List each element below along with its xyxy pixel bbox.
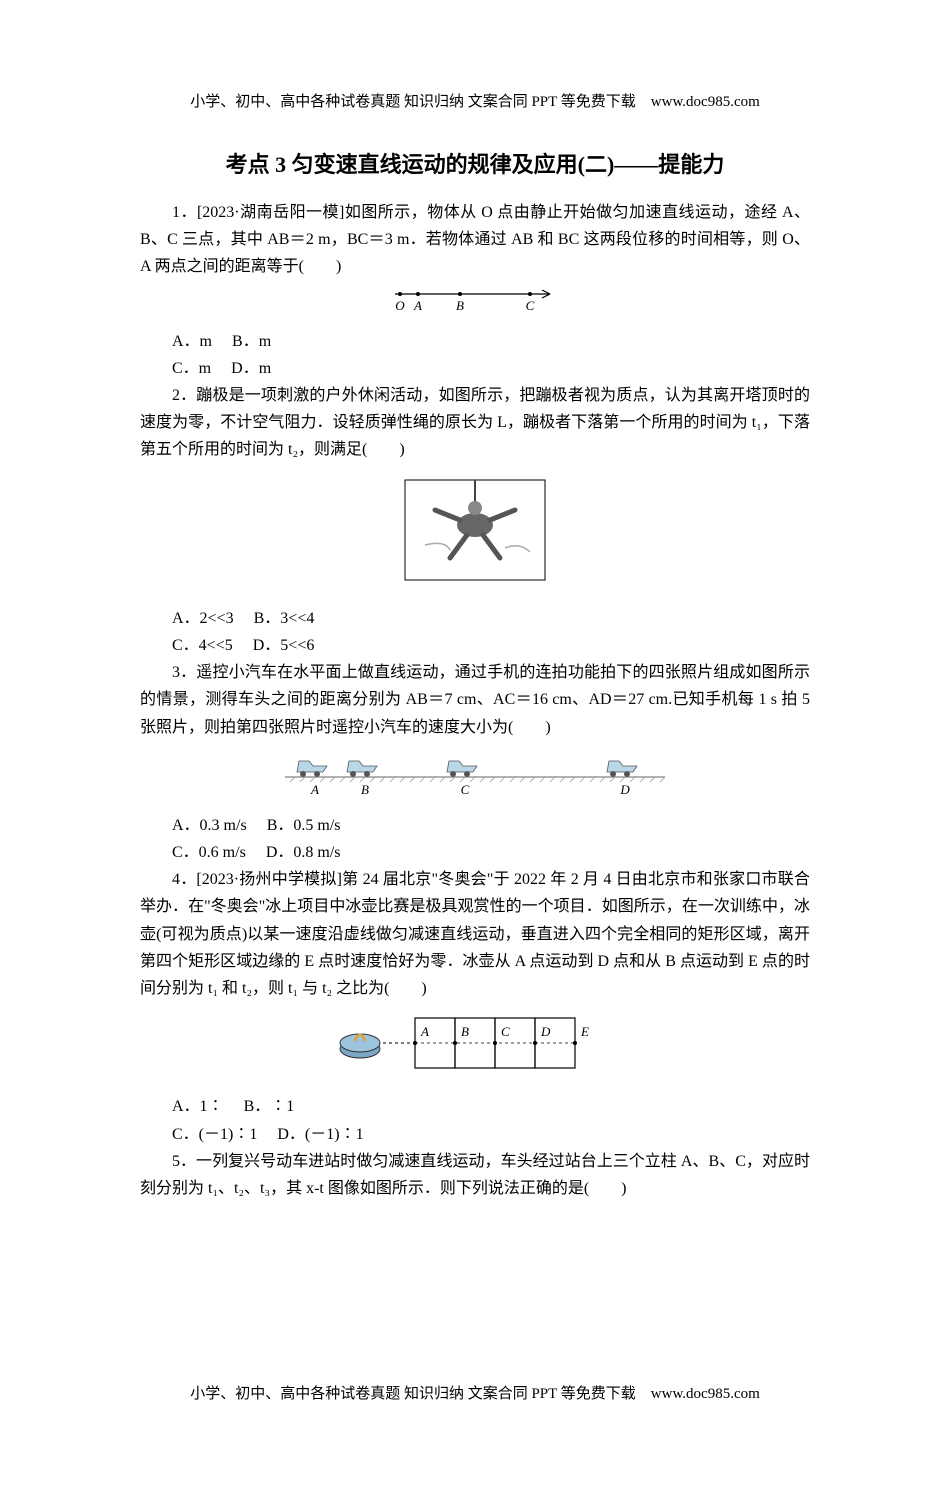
q1-opts-row2: C．m D．m [140,355,810,382]
q2-optA: A．2<<3 [172,610,234,627]
q2-opts-row2: C．4<<5 D．5<<6 [140,632,810,659]
q4-optD: D．(－1)∶1 [277,1126,363,1143]
q2-optD: D．5<<6 [253,637,315,654]
q4-optB: B．∶1 [244,1098,295,1115]
q3-text: 3．遥控小汽车在水平面上做直线运动，通过手机的连拍功能拍下的四张照片组成如图所示… [140,659,810,741]
q1-optB: B．m [232,333,271,350]
svg-text:A: A [310,782,319,797]
q3-optC: C．0.6 m/s [172,844,246,861]
svg-text:C: C [461,782,470,797]
q4-optC: C．(－1)∶1 [172,1126,257,1143]
q4-opts-row1: A．1∶ B．∶1 [140,1093,810,1120]
svg-text:A: A [413,298,422,312]
q2-text: 2．蹦极是一项刺激的户外休闲活动，如图所示，把蹦极者视为质点，认为其离开塔顶时的… [140,382,810,464]
q1-optA: A．m [172,333,212,350]
q4-diagram: A B C D E [140,1008,810,1087]
svg-text:O: O [395,298,405,312]
q1-text: 1．[2023·湖南岳阳一模]如图所示，物体从 O 点由静止开始做匀加速直线运动… [140,199,810,281]
page-header: 小学、初中、高中各种试卷真题 知识归纳 文案合同 PPT 等免费下载 www.d… [140,90,810,116]
svg-text:B: B [361,782,369,797]
svg-text:D: D [540,1024,551,1039]
q2-opts-row1: A．2<<3 B．3<<4 [140,605,810,632]
page-footer: 小学、初中、高中各种试卷真题 知识归纳 文案合同 PPT 等免费下载 www.d… [140,1382,810,1408]
q1-opts-row1: A．m B．m [140,328,810,355]
q4-text: 4．[2023·扬州中学模拟]第 24 届北京"冬奥会"于 2022 年 2 月… [140,866,810,1002]
q3-diagram: A B C D [140,747,810,806]
q3-opts-row1: A．0.3 m/s B．0.5 m/s [140,812,810,839]
q3-optA: A．0.3 m/s [172,817,247,834]
q2-optC: C．4<<5 [172,637,233,654]
q1-diagram: O A B C [140,286,810,321]
svg-text:A: A [420,1024,429,1039]
q3-optB: B．0.5 m/s [267,817,341,834]
q2-optB: B．3<<4 [254,610,315,627]
svg-text:E: E [580,1024,589,1039]
q3-optD: D．0.8 m/s [266,844,341,861]
page-title: 考点 3 匀变速直线运动的规律及应用(二)——提能力 [140,146,810,183]
q5-text: 5．一列复兴号动车进站时做匀减速直线运动，车头经过站台上三个立柱 A、B、C，对… [140,1148,810,1202]
q1-optD: D．m [231,360,271,377]
q3-opts-row2: C．0.6 m/s D．0.8 m/s [140,839,810,866]
svg-text:B: B [461,1024,469,1039]
q1-optC: C．m [172,360,211,377]
q4-opts-row2: C．(－1)∶1 D．(－1)∶1 [140,1121,810,1148]
q4-optA: A．1∶ [172,1098,224,1115]
q2-diagram [140,470,810,599]
svg-text:B: B [456,298,464,312]
svg-text:D: D [619,782,630,797]
svg-text:C: C [501,1024,510,1039]
svg-text:C: C [526,298,535,312]
